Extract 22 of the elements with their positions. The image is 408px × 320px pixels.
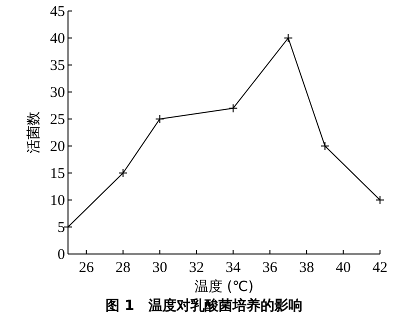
- y-tick-label: 5: [58, 220, 65, 236]
- x-tick-label: 32: [188, 260, 204, 276]
- y-tick-label: 25: [50, 112, 65, 128]
- y-tick-label: 45: [50, 4, 65, 20]
- y-axis-title: 活菌数: [26, 112, 42, 154]
- y-tick-label: 10: [50, 193, 65, 209]
- y-tick-label: 20: [50, 139, 65, 155]
- y-tick-label: 40: [50, 31, 65, 47]
- x-tick-label: 30: [152, 260, 168, 276]
- x-tick-label: 40: [336, 260, 351, 276]
- text: 图 1 温度对乳酸菌培养的影响: [106, 297, 302, 314]
- x-tick-label: 28: [116, 260, 131, 276]
- x-tick-label: 26: [78, 260, 94, 276]
- y-tick-label: 15: [50, 166, 65, 182]
- y-tick-label: 0: [58, 247, 65, 263]
- x-tick-label: 38: [299, 260, 314, 276]
- x-tick-label: 42: [372, 260, 388, 276]
- x-axis-title: 温度 (℃): [194, 279, 254, 295]
- y-tick-label: 30: [50, 85, 65, 101]
- y-tick-label: 35: [50, 58, 65, 74]
- x-tick-label: 36: [262, 260, 278, 276]
- x-tick-label: 34: [226, 260, 242, 276]
